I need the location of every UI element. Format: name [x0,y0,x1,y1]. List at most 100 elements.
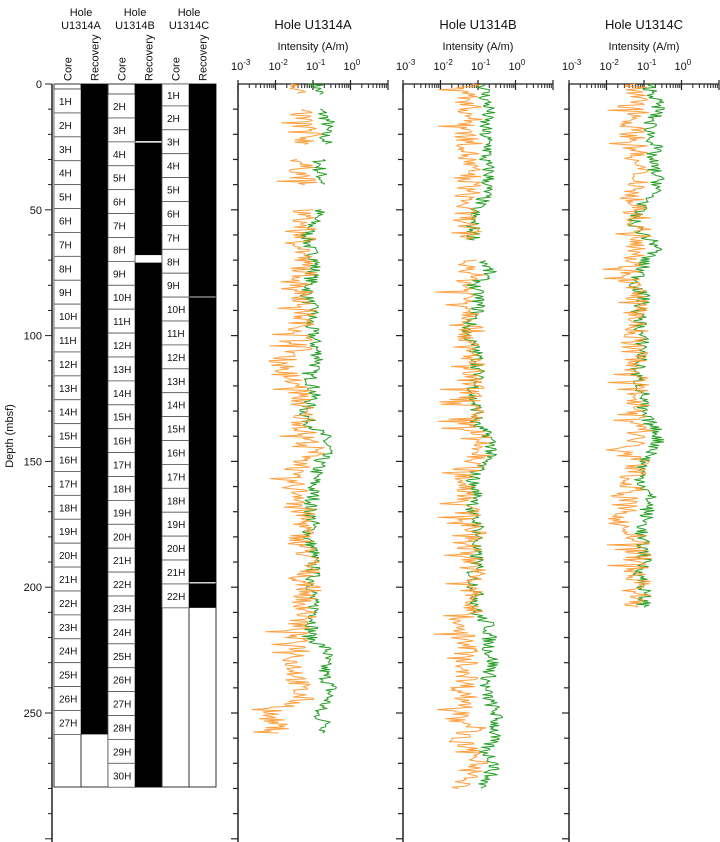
core-label: 27H [59,718,77,729]
core-label: 14H [113,389,131,400]
hole-label-line1: Hole [124,7,147,19]
x-tick-label: 100 [509,58,526,73]
x-tick-exponent: -1 [649,58,657,67]
core-label: 8H [59,264,72,275]
core-label: 25H [59,671,77,682]
core-label: 6H [113,198,126,209]
core-label: 10H [167,305,185,316]
x-tick-exponent: 0 [356,58,361,67]
core-label: 3H [113,126,126,137]
core-column-header: Core [117,57,129,81]
core-label: 15H [59,432,77,443]
recovery-bar [189,84,216,297]
depth-tick-label: 50 [30,205,42,217]
x-tick-exponent: -3 [408,58,416,67]
core-label: 9H [113,269,126,280]
core-label: 13H [167,377,185,388]
core-label: 2H [113,102,126,113]
x-tick-exponent: 0 [687,58,692,67]
x-tick-label: 10-1 [637,58,657,73]
core-label: 11H [167,329,185,340]
core-label: 5H [113,174,126,185]
intensity-series-orange [433,259,491,789]
intensity-series-green [627,83,665,608]
recovery-bar [189,297,216,583]
x-tick-base: 10 [562,61,574,73]
recovery-bar [189,583,216,608]
intensity-series-orange [280,108,323,145]
core-label: 22H [167,592,185,603]
x-tick-base: 10 [344,61,356,73]
x-tick-base: 10 [306,61,318,73]
core-column-header: Core [63,57,75,81]
intensity-series-orange [602,83,654,608]
panel-xlabel: Intensity (A/m) [609,41,680,53]
core-label: 25H [113,652,131,663]
core-label: 24H [113,628,131,639]
x-tick-base: 10 [396,61,408,73]
core-label: 22H [113,580,131,591]
intensity-series-green [308,83,324,95]
depth-tick-label: 200 [24,582,42,594]
core-label: 26H [113,676,131,687]
x-tick-label: 10-3 [396,58,416,73]
depth-tick-label: 100 [24,331,42,343]
core-label: 21H [113,556,131,567]
core-label: 17H [113,461,131,472]
core-label: 19H [167,520,185,531]
core-label: 16H [113,437,131,448]
x-tick-base: 10 [231,61,243,73]
x-tick-label: 10-3 [562,58,582,73]
x-tick-base: 10 [675,61,687,73]
core-label: 21H [167,568,185,579]
core-label: 1H [59,97,72,108]
core-label: 30H [113,771,131,782]
x-tick-exponent: 0 [521,58,526,67]
core-label: 26H [59,695,77,706]
intensity-series-orange [289,83,307,95]
x-tick-label: 10-2 [434,58,454,73]
x-tick-exponent: -1 [318,58,326,67]
depth-tick-label: 250 [24,708,42,720]
core-label: 11H [59,336,77,347]
core-label: 2H [59,121,72,132]
core-label: 28H [113,723,131,734]
intensity-series-orange [251,209,326,734]
core-label: 14H [167,401,185,412]
intensity-series-green [318,108,335,145]
x-tick-exponent: -3 [574,58,582,67]
recovery-bar [135,142,162,256]
core-label: 3H [167,138,180,149]
x-tick-base: 10 [637,61,649,73]
core-label: 4H [167,162,180,173]
core-label: 20H [113,532,131,543]
core-label: 10H [59,312,77,323]
panel-xlabel: Intensity (A/m) [278,41,349,53]
depth-tick-label: 0 [36,79,42,91]
core-label: 16H [59,456,77,467]
x-tick-exponent: -3 [243,58,251,67]
core-label: 5H [59,193,72,204]
core-label: 9H [167,281,180,292]
x-tick-label: 10-1 [471,58,491,73]
recovery-column-header: Recovery [144,34,156,81]
x-tick-label: 10-2 [600,58,620,73]
core-label: 1H [167,91,180,102]
x-tick-base: 10 [509,61,521,73]
core-label: 16H [167,448,185,459]
x-tick-label: 100 [344,58,361,73]
core-label: 12H [59,360,77,371]
x-tick-label: 10-3 [231,58,251,73]
core-label: 6H [167,209,180,220]
core-label: 14H [59,408,77,419]
core-label: 8H [167,257,180,268]
core-label: 10H [113,293,131,304]
panel-title: Hole U1314B [439,17,516,32]
